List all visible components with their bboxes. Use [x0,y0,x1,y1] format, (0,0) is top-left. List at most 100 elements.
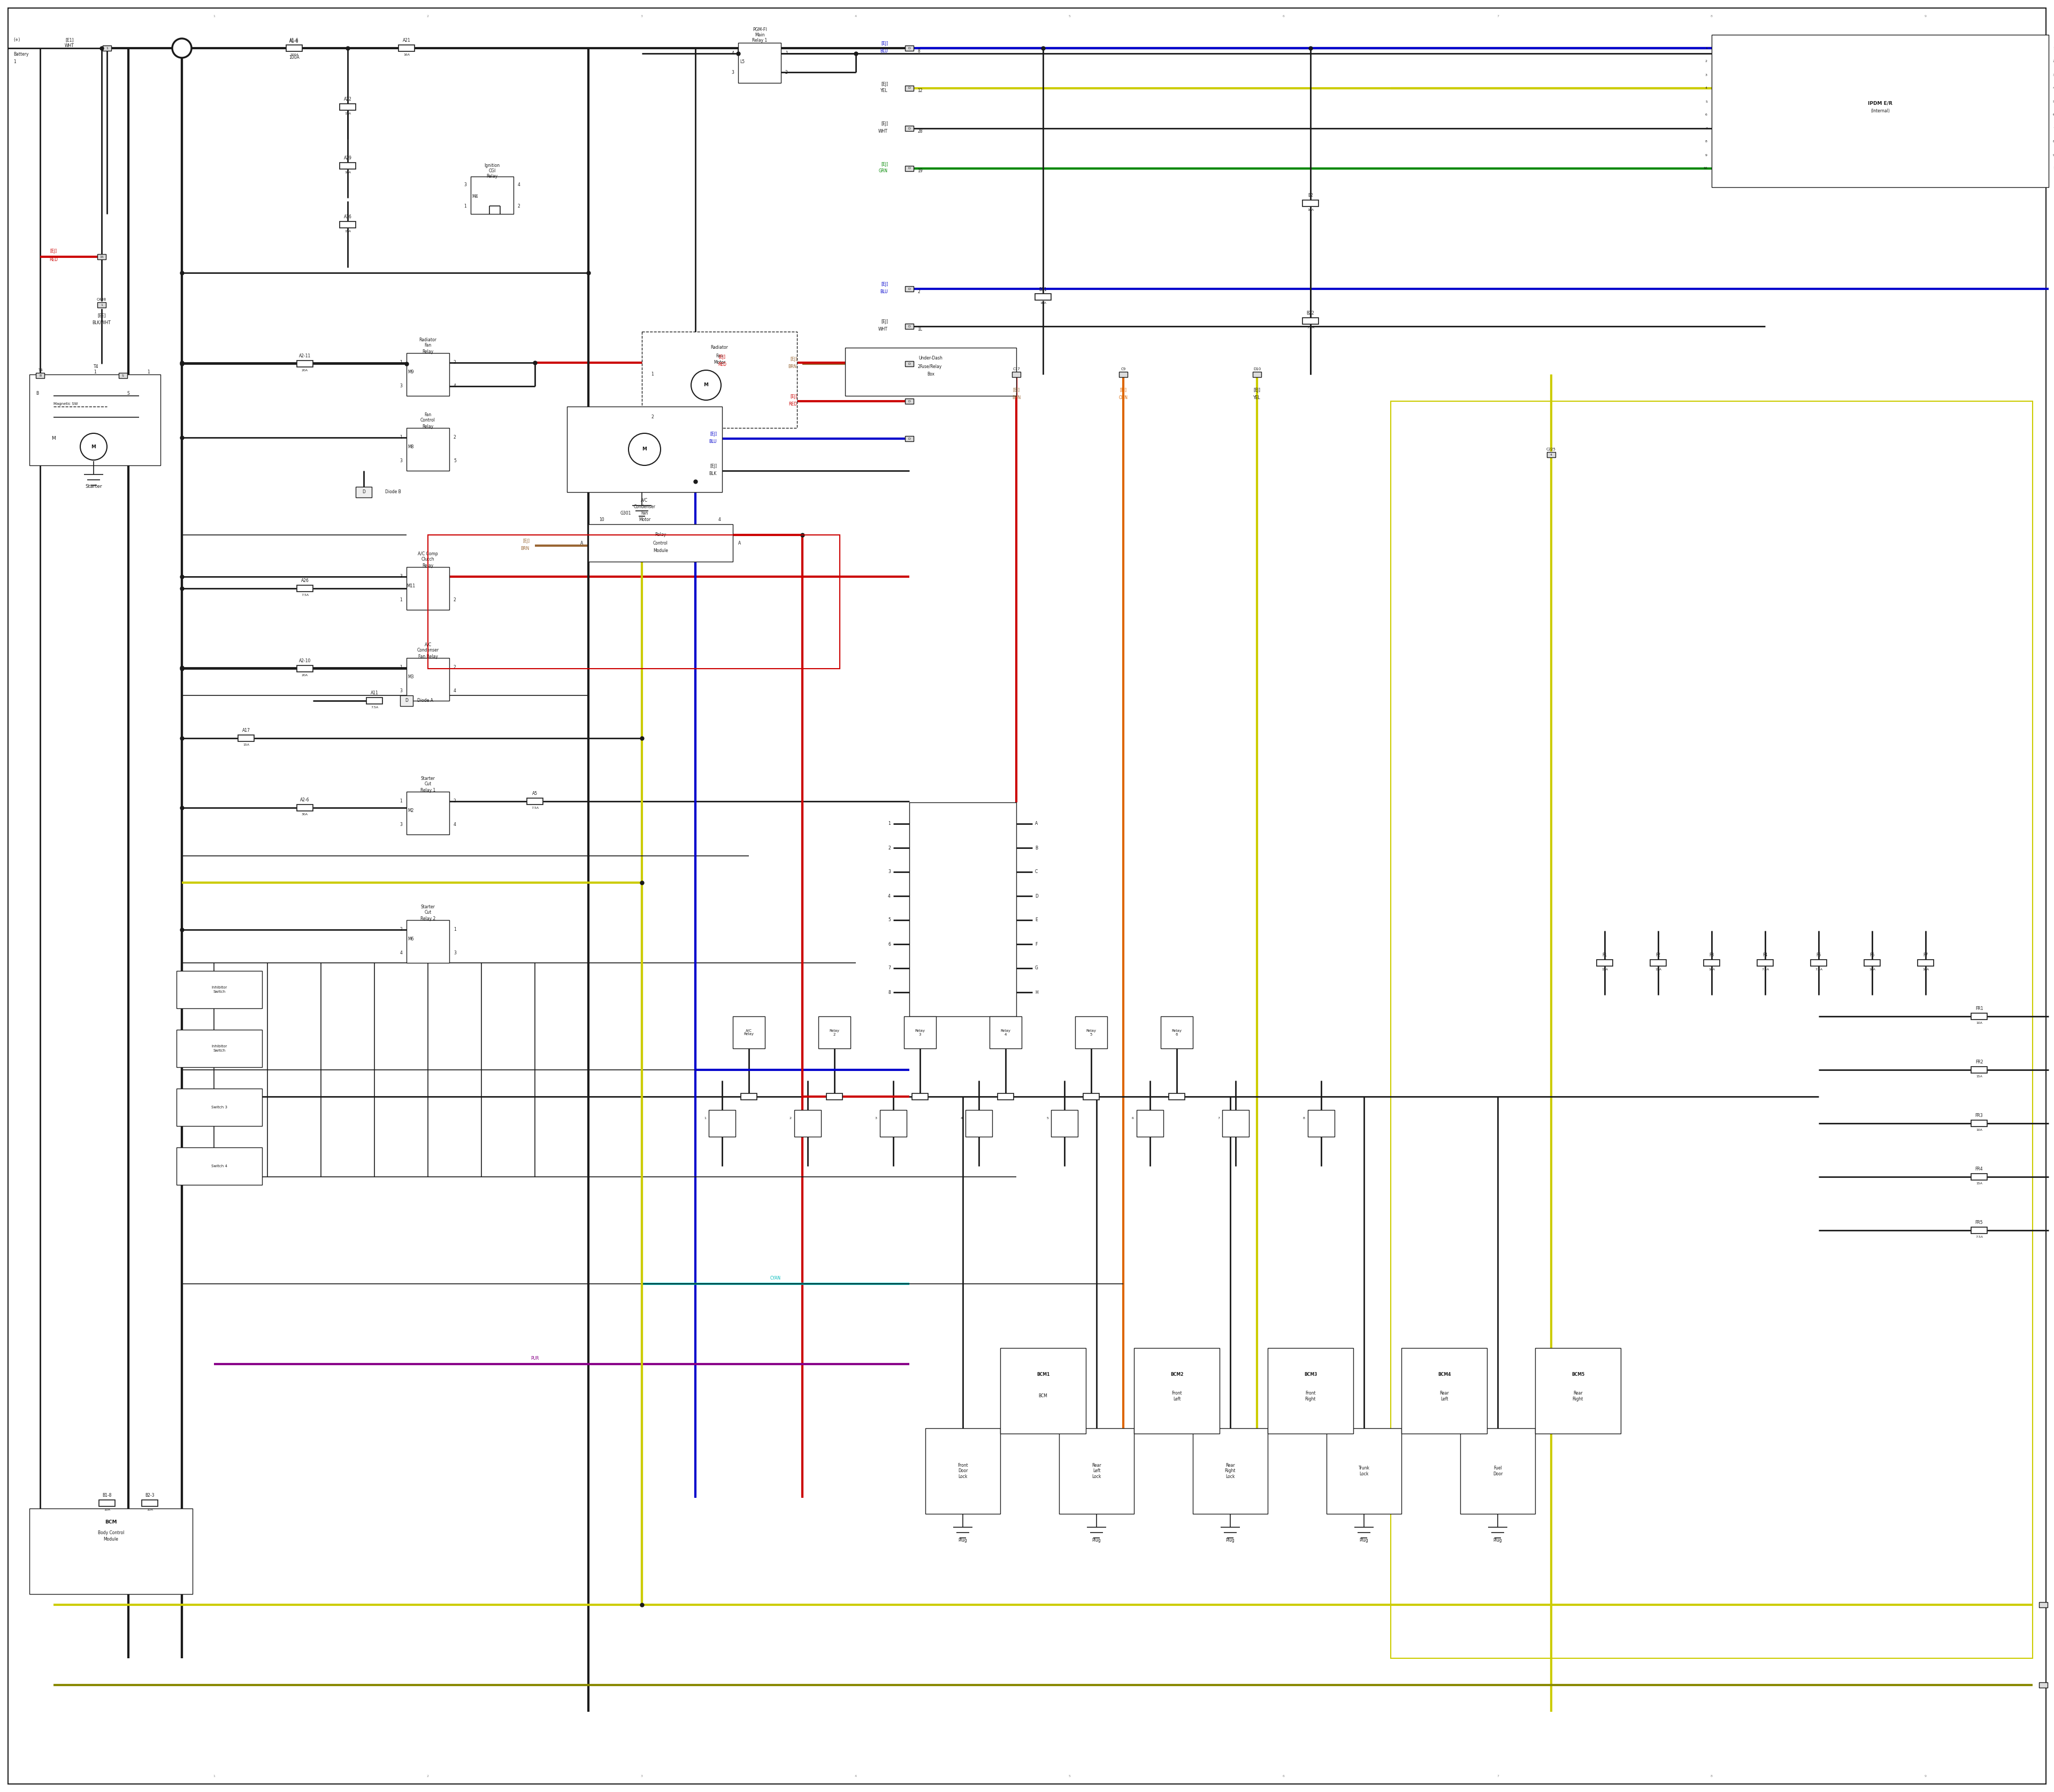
Text: 3: 3 [875,1116,877,1120]
Text: 19: 19 [918,168,922,174]
Bar [119,373,127,378]
Bar [906,324,914,330]
Text: 7.5A: 7.5A [1816,968,1822,971]
Bar [910,803,1017,1016]
Text: 3: 3 [454,952,456,955]
Text: M: M [705,383,709,387]
Bar [103,45,111,50]
Bar [407,353,450,396]
Text: Ignition: Ignition [485,163,499,168]
Text: F1: F1 [1602,953,1606,957]
Text: M3: M3 [409,674,413,679]
Bar [879,1109,906,1136]
Text: H: H [1035,989,1037,995]
Bar [965,1109,992,1136]
Bar [1267,1348,1354,1434]
Bar [1711,34,2048,186]
Text: 2: 2 [454,599,456,602]
Bar [407,919,450,962]
Text: D10: D10 [1253,367,1261,371]
Text: 8: 8 [1711,14,1713,18]
Text: 4: 4 [854,14,857,18]
Bar [1013,371,1021,376]
Bar [1327,1428,1401,1514]
Bar [906,45,914,50]
Text: 4: 4 [719,518,721,521]
Text: 7: 7 [1705,127,1707,129]
Bar [29,375,160,466]
Bar [1703,961,1719,966]
Text: RED: RED [789,401,797,407]
Text: FR2: FR2 [1976,1059,1982,1064]
Text: M6: M6 [409,937,413,941]
Text: 10A: 10A [1976,1129,1982,1131]
Text: 15A: 15A [242,744,249,745]
Bar [286,45,302,52]
Text: Condenser: Condenser [633,504,655,509]
Text: 16A: 16A [403,54,409,56]
Bar [298,665,312,672]
Text: 1: 1 [214,14,216,18]
Bar [407,428,450,471]
Bar [2040,1602,2048,1607]
Text: BLK: BLK [709,471,717,477]
Text: IPDM E/R: IPDM E/R [1867,100,1892,106]
Bar [1134,1348,1220,1434]
Text: BLU: BLU [709,439,717,444]
Text: M2: M2 [409,808,413,814]
Text: 9: 9 [1705,154,1707,156]
Text: A1-6: A1-6 [290,39,300,45]
Text: 28: 28 [918,129,922,133]
Text: 1: 1 [401,799,403,805]
Text: Relay 2: Relay 2 [421,916,435,921]
Text: 8: 8 [1711,1774,1713,1778]
Text: Plug: Plug [1493,1538,1501,1543]
Text: T4: T4 [94,364,99,369]
Bar [904,1016,937,1048]
Bar [2040,1683,2048,1688]
Text: CGI: CGI [489,168,495,174]
Text: 7: 7 [1497,1774,1499,1778]
Text: M11: M11 [407,584,415,588]
Bar [298,586,312,591]
Text: G301: G301 [620,511,631,516]
Text: FR5: FR5 [1976,1220,1982,1226]
Bar [1972,1174,1986,1181]
Bar [177,971,263,1009]
Text: 5: 5 [1068,14,1070,18]
Text: D: D [405,699,409,702]
Text: 1: 1 [785,52,789,56]
Text: 1: 1 [101,303,103,306]
Text: A29: A29 [343,156,351,161]
Bar [1052,1109,1078,1136]
Text: 3: 3 [401,459,403,464]
Text: Fuel
Door: Fuel Door [1493,1466,1504,1477]
Bar [926,1428,1000,1514]
Text: (Internal): (Internal) [1871,109,1890,113]
Text: Rear
Right: Rear Right [1573,1391,1584,1401]
Text: Box: Box [926,373,935,376]
Text: 2: 2 [518,204,520,208]
Text: 10A: 10A [1923,968,1929,971]
Text: A17: A17 [242,728,251,733]
Text: [EJ]: [EJ] [881,82,887,86]
Text: 12: 12 [918,88,922,93]
Text: M: M [90,444,97,450]
Text: 1: 1 [107,47,109,50]
Text: Relay
6: Relay 6 [1171,1029,1181,1036]
Bar [427,536,840,668]
Text: M: M [51,435,55,441]
Text: A21: A21 [403,38,411,43]
Text: 10A: 10A [1976,1021,1982,1023]
Text: Front
Right: Front Right [1304,1391,1317,1401]
Bar [998,1093,1013,1100]
Text: F4: F4 [1762,953,1768,957]
Bar [1119,371,1128,376]
Text: 6: 6 [887,943,891,946]
Text: 3: 3 [401,823,403,828]
Text: [EJ]: [EJ] [719,355,725,360]
Text: Control: Control [653,541,668,545]
Text: Front
Door
Lock: Front Door Lock [957,1462,967,1478]
Text: 15A: 15A [1976,1075,1982,1077]
Text: BRN: BRN [789,364,797,369]
